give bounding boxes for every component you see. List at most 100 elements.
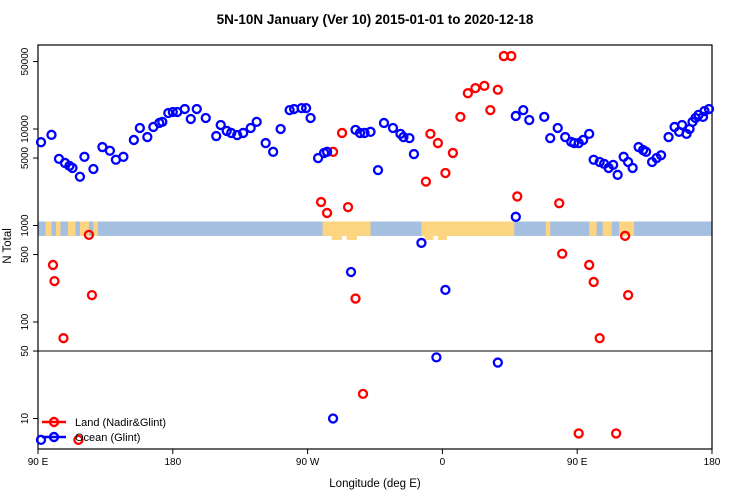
x-axis-title: Longitude (deg E): [329, 478, 421, 490]
legend-item-ocean: Ocean (Glint): [42, 431, 140, 444]
data-point-ocean: [35, 137, 47, 148]
data-point-ocean: [185, 113, 196, 125]
data-point-ocean: [296, 102, 307, 114]
data-point-ocean: [387, 122, 399, 134]
data-point-ocean: [345, 266, 357, 278]
data-point-land: [432, 137, 444, 149]
data-point-ocean: [408, 148, 420, 160]
y-tick-label: 10: [20, 413, 31, 425]
data-point-land: [47, 259, 59, 271]
legend-item-land: Land (Nadir&Glint): [42, 416, 166, 429]
data-point-ocean: [245, 122, 256, 134]
data-point-land: [506, 50, 517, 62]
data-point-land: [479, 80, 490, 91]
data-point-ocean: [35, 434, 47, 446]
data-point-land: [49, 276, 60, 287]
data-point-ocean: [275, 123, 286, 135]
band-land-segment: [67, 221, 76, 236]
data-points: [35, 50, 715, 446]
data-point-ocean: [226, 127, 237, 139]
data-point-land: [588, 276, 599, 288]
data-point-ocean: [284, 104, 295, 116]
data-point-ocean: [215, 119, 226, 131]
data-point-ocean: [134, 122, 145, 134]
data-point-ocean: [655, 150, 667, 161]
data-point-ocean: [67, 162, 78, 174]
data-point-land: [86, 289, 98, 301]
data-point-land: [610, 428, 622, 439]
y-tick-label: 5000: [20, 146, 31, 169]
data-point-ocean: [588, 154, 599, 165]
data-point-ocean: [142, 131, 153, 143]
legend-land-circle-icon: [48, 416, 60, 428]
data-point-ocean: [232, 129, 243, 141]
data-point-ocean: [327, 413, 339, 424]
band-land-coast: [346, 234, 358, 240]
data-point-land: [420, 176, 432, 187]
data-point-ocean: [179, 103, 190, 115]
data-point-land: [622, 289, 634, 301]
data-point-ocean: [663, 131, 674, 143]
data-point-ocean: [545, 132, 556, 144]
data-point-ocean: [524, 114, 535, 126]
band-land-segment: [602, 221, 612, 236]
data-point-ocean: [238, 127, 249, 139]
data-point-land: [357, 388, 369, 400]
x-tick-label: 90 E: [567, 457, 588, 468]
data-point-ocean: [321, 146, 333, 157]
band-land-segment: [45, 221, 52, 236]
data-point-ocean: [440, 284, 451, 296]
data-point-ocean: [118, 151, 129, 162]
data-point-land: [573, 428, 584, 439]
y-tick-label: 10000: [20, 115, 31, 143]
data-point-ocean: [416, 237, 427, 249]
data-point-land: [492, 84, 503, 95]
data-point-ocean: [359, 127, 370, 139]
data-point-land: [342, 201, 354, 213]
data-point-ocean: [211, 130, 222, 142]
band-land-coast: [424, 234, 434, 240]
data-point-ocean: [378, 117, 390, 129]
band-land-coast: [331, 234, 343, 240]
data-point-land: [440, 167, 451, 179]
data-point-ocean: [128, 134, 140, 146]
data-point-ocean: [157, 116, 168, 128]
data-point-land: [455, 111, 466, 123]
band-land-segment: [55, 221, 61, 236]
data-point-ocean: [492, 357, 503, 368]
x-tick-label: 180: [704, 457, 721, 468]
data-point-ocean: [398, 131, 409, 143]
y-tick-label: 100: [20, 313, 31, 330]
y-tick-label: 1000: [20, 214, 31, 237]
band-land-segment: [79, 221, 89, 236]
y-tick-label: 500: [20, 246, 31, 263]
data-point-land: [336, 127, 348, 139]
data-point-ocean: [46, 129, 57, 140]
data-point-ocean: [372, 164, 384, 176]
plot-box: [37, 44, 713, 450]
y-tick-label: 50000: [20, 47, 31, 75]
data-point-ocean: [251, 116, 262, 128]
data-point-land: [512, 191, 523, 202]
legend-ocean-circle-icon: [48, 431, 60, 443]
data-point-ocean: [200, 112, 211, 124]
data-point-ocean: [268, 146, 279, 157]
band-land-segment: [589, 221, 597, 236]
data-point-land: [594, 333, 605, 344]
data-point-ocean: [305, 112, 316, 124]
band-land-segment: [93, 221, 98, 236]
data-point-land: [83, 229, 95, 241]
x-tick-label: 90 E: [28, 457, 49, 468]
data-point-ocean: [552, 122, 563, 134]
data-point-ocean: [584, 128, 595, 140]
data-point-ocean: [640, 146, 652, 157]
data-point-ocean: [703, 103, 715, 115]
data-point-land: [554, 198, 565, 209]
data-point-ocean: [167, 106, 178, 118]
y-axis-title: N Total: [2, 228, 14, 264]
data-point-ocean: [104, 145, 116, 156]
x-tick-label: 90 W: [296, 457, 320, 468]
data-point-ocean: [539, 111, 550, 123]
data-point-ocean: [354, 127, 366, 139]
data-point-land: [470, 83, 481, 94]
